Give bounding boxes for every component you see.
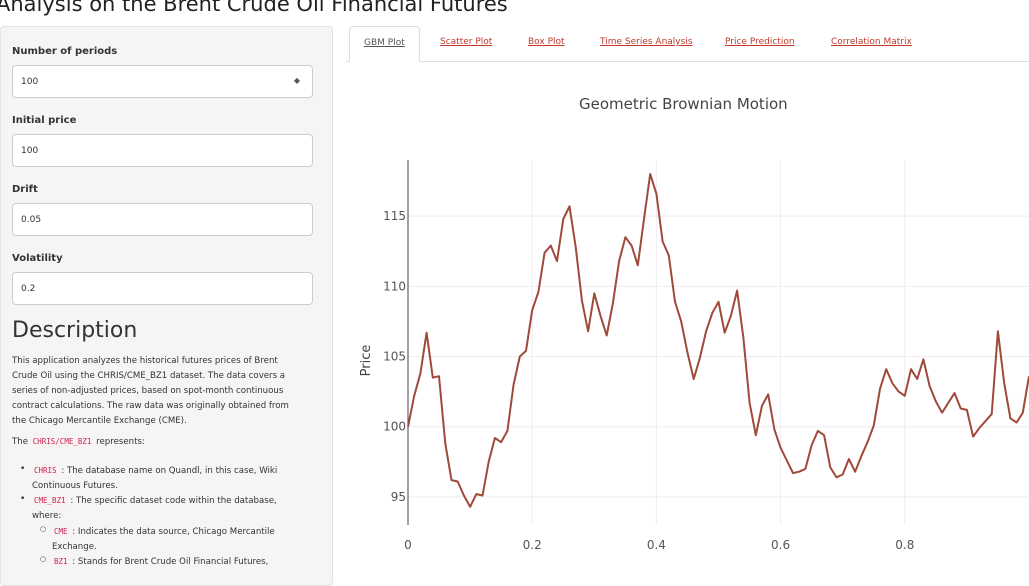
- tab-gbm-plot[interactable]: GBM Plot: [349, 26, 420, 62]
- bullet-icon: •: [20, 464, 26, 474]
- volatility-label: Volatility: [12, 253, 63, 264]
- list-item: CME_BZ1 : The specific dataset code with…: [32, 493, 302, 524]
- list-subitem-text: : Stands for Brent Crude Oil Financial F…: [72, 557, 269, 567]
- tab-correlation-matrix[interactable]: Correlation Matrix: [831, 37, 912, 47]
- page-title: Analysis on the Brent Crude Oil Financia…: [0, 0, 508, 16]
- list-item: CHRIS : The database name on Quandl, in …: [32, 463, 302, 494]
- list-subitem: BZ1 : Stands for Brent Crude Oil Financi…: [52, 554, 312, 570]
- circle-bullet-icon: ○: [40, 525, 47, 533]
- periods-label: Number of periods: [12, 46, 118, 57]
- gbm-chart: 0 0.2 0.4 0.6 0.8 95 100 105 110 115 Price: [359, 160, 1029, 552]
- tab-bar: GBM Plot Scatter Plot Box Plot Time Seri…: [346, 26, 1029, 62]
- periods-spinner-icon[interactable]: ◆: [293, 76, 301, 85]
- volatility-input[interactable]: [12, 272, 313, 305]
- description-heading: Description: [12, 318, 138, 343]
- tab-price-prediction[interactable]: Price Prediction: [725, 37, 795, 47]
- list-subitem-text: : Indicates the data source, Chicago Mer…: [52, 527, 275, 552]
- x-tick-label: 0.6: [771, 538, 790, 552]
- tab-box-plot[interactable]: Box Plot: [528, 37, 565, 47]
- sidebar-panel: [0, 26, 333, 586]
- tab-scatter-plot[interactable]: Scatter Plot: [440, 37, 493, 47]
- represents-prefix: The: [12, 437, 28, 447]
- list-subitem-code: CME: [52, 527, 70, 536]
- initial-price-input[interactable]: [12, 134, 313, 167]
- represents-code: CHRIS/CME_BZ1: [30, 437, 94, 446]
- y-tick-label: 105: [383, 350, 406, 364]
- y-tick-label: 95: [391, 490, 406, 504]
- circle-bullet-icon: ○: [40, 555, 47, 563]
- y-axis-label: Price: [359, 345, 374, 377]
- x-tick-label: 0: [404, 538, 412, 552]
- chart-title: Geometric Brownian Motion: [579, 95, 788, 113]
- tab-time-series-analysis[interactable]: Time Series Analysis: [600, 37, 693, 47]
- description-paragraph: This application analyzes the historical…: [12, 356, 289, 426]
- x-tick-label: 0.2: [523, 538, 542, 552]
- represents-suffix: represents:: [96, 437, 145, 447]
- list-item-code: CME_BZ1: [32, 496, 68, 505]
- bullet-icon: •: [20, 494, 26, 504]
- x-tick-label: 0.4: [647, 538, 666, 552]
- y-tick-label: 115: [383, 209, 406, 223]
- x-tick-label: 0.8: [895, 538, 914, 552]
- list-subitem: CME : Indicates the data source, Chicago…: [52, 524, 302, 555]
- initial-price-label: Initial price: [12, 115, 77, 126]
- drift-label: Drift: [12, 184, 38, 195]
- list-item-text: : The specific dataset code within the d…: [32, 496, 277, 521]
- periods-input[interactable]: [12, 65, 313, 98]
- list-subitem-code: BZ1: [52, 557, 70, 566]
- list-item-text: : The database name on Quandl, in this c…: [32, 466, 278, 491]
- list-item-code: CHRIS: [32, 466, 59, 475]
- represents-line: The CHRIS/CME_BZ1 represents:: [12, 437, 145, 447]
- y-tick-label: 110: [383, 279, 406, 293]
- y-tick-label: 100: [383, 420, 406, 434]
- drift-input[interactable]: [12, 203, 313, 236]
- gbm-price-line: [407, 173, 1029, 508]
